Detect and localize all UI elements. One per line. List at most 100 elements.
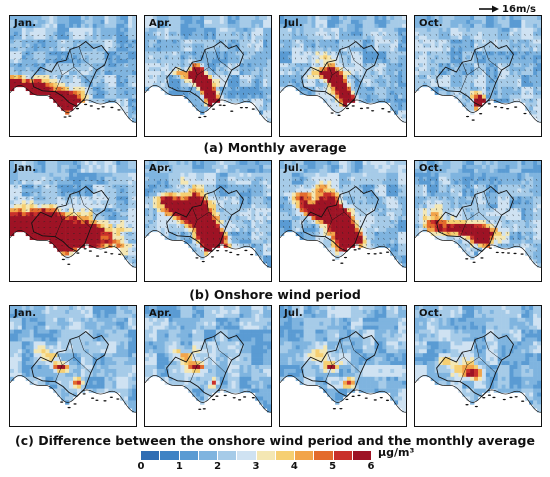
colorbar-tick: 6 bbox=[367, 461, 375, 472]
map-panel-c-jul: Jul. bbox=[279, 305, 407, 427]
city-boundaries bbox=[325, 191, 367, 237]
city-boundaries bbox=[190, 46, 232, 92]
islands bbox=[330, 105, 391, 117]
concentration-field bbox=[415, 306, 541, 413]
map-canvas bbox=[10, 16, 136, 123]
caption-difference: (c) Difference between the onshore wind … bbox=[15, 433, 535, 448]
islands bbox=[198, 104, 255, 119]
concentration-field bbox=[145, 161, 271, 268]
coastline bbox=[280, 375, 406, 413]
study-region-boundary bbox=[301, 41, 379, 108]
islands bbox=[60, 393, 120, 409]
map-panel-b-apr: Apr. bbox=[144, 160, 272, 282]
city-boundaries bbox=[325, 46, 367, 92]
coastline bbox=[280, 85, 406, 123]
colorbar-unit: μg/m³ bbox=[378, 446, 415, 459]
panel-label: Oct. bbox=[419, 163, 443, 174]
map-panel-a-jul: Jul. bbox=[279, 15, 407, 137]
islands bbox=[61, 248, 122, 265]
colorbar-segment bbox=[218, 451, 238, 460]
colorbar-segment bbox=[256, 451, 276, 460]
study-region-boundary bbox=[31, 331, 109, 398]
city-boundaries bbox=[190, 336, 232, 382]
map-panel-b-jan: Jan. bbox=[9, 160, 137, 282]
map-canvas bbox=[280, 16, 406, 123]
colorbar-tick: 2 bbox=[214, 461, 222, 472]
colorbar-tick: 3 bbox=[252, 461, 260, 472]
map-canvas bbox=[10, 161, 136, 268]
colorbar-segment bbox=[333, 451, 353, 460]
study-region-boundary bbox=[436, 331, 514, 398]
concentration-field bbox=[415, 16, 541, 123]
islands bbox=[332, 394, 390, 410]
concentration-field bbox=[415, 161, 541, 268]
wind-vector-field bbox=[147, 33, 268, 119]
coastline bbox=[280, 230, 406, 268]
study-region-boundary bbox=[436, 186, 514, 253]
concentration-field bbox=[145, 306, 271, 413]
caption-monthly-average: (a) Monthly average bbox=[203, 140, 347, 155]
panel-label: Jan. bbox=[14, 163, 37, 174]
panel-label: Oct. bbox=[419, 308, 443, 319]
panel-label: Jul. bbox=[284, 163, 303, 174]
map-canvas bbox=[145, 16, 271, 123]
coastline bbox=[145, 85, 271, 123]
coastline bbox=[145, 230, 271, 268]
colorbar-segment bbox=[314, 451, 334, 460]
panel-label: Apr. bbox=[149, 308, 173, 319]
study-region-boundary bbox=[301, 331, 379, 398]
wind-vector-field bbox=[147, 178, 268, 264]
coastline bbox=[415, 85, 541, 123]
islands bbox=[63, 103, 121, 118]
concentration-field bbox=[10, 306, 136, 413]
map-panel-a-oct: Oct. bbox=[414, 15, 542, 137]
arrow-right-icon bbox=[479, 5, 500, 13]
study-region-boundary bbox=[301, 186, 379, 253]
map-panel-a-jan: Jan. bbox=[9, 15, 137, 137]
islands bbox=[198, 394, 255, 410]
colorbar-segment bbox=[295, 451, 315, 460]
concentration-field bbox=[280, 16, 406, 123]
panel-label: Apr. bbox=[149, 163, 173, 174]
colorbar-segment bbox=[198, 451, 218, 460]
wind-vector-field bbox=[282, 33, 403, 119]
city-boundaries bbox=[460, 46, 502, 92]
study-region-boundary bbox=[166, 41, 244, 108]
study-region-boundary bbox=[436, 41, 514, 108]
colorbar-segment bbox=[179, 451, 199, 460]
map-canvas bbox=[280, 306, 406, 413]
panel-label: Jan. bbox=[14, 308, 37, 319]
wind-vector-field bbox=[13, 179, 134, 264]
coastline bbox=[415, 230, 541, 268]
reference-vector-label: 16m/s bbox=[502, 3, 536, 15]
wind-vector-field bbox=[417, 178, 538, 264]
islands bbox=[195, 249, 254, 263]
map-canvas bbox=[10, 306, 136, 413]
coastline bbox=[10, 85, 136, 123]
concentration-field bbox=[280, 306, 406, 413]
panel-label: Jul. bbox=[284, 18, 303, 29]
islands bbox=[465, 103, 527, 121]
coastline bbox=[10, 375, 136, 413]
panel-label: Apr. bbox=[149, 18, 173, 29]
coastline bbox=[145, 375, 271, 413]
city-boundaries bbox=[325, 336, 367, 382]
colorbar-segment bbox=[141, 451, 161, 460]
wind-vector-field bbox=[417, 33, 538, 119]
city-boundaries bbox=[55, 46, 97, 92]
map-panel-c-jan: Jan. bbox=[9, 305, 137, 427]
concentration-field bbox=[145, 16, 271, 123]
islands bbox=[332, 248, 390, 264]
panel-label: Jul. bbox=[284, 308, 303, 319]
panel-label: Jan. bbox=[14, 18, 37, 29]
map-panel-c-apr: Apr. bbox=[144, 305, 272, 427]
colorbar-segment bbox=[160, 451, 180, 460]
wind-vector-field bbox=[282, 178, 403, 264]
map-canvas bbox=[145, 161, 271, 268]
study-region-boundary bbox=[166, 331, 244, 398]
colorbar-tick: 0 bbox=[137, 461, 145, 472]
colorbar-tick: 5 bbox=[329, 461, 337, 472]
map-panel-b-jul: Jul. bbox=[279, 160, 407, 282]
map-canvas bbox=[415, 161, 541, 268]
colorbar-segment bbox=[237, 451, 257, 460]
